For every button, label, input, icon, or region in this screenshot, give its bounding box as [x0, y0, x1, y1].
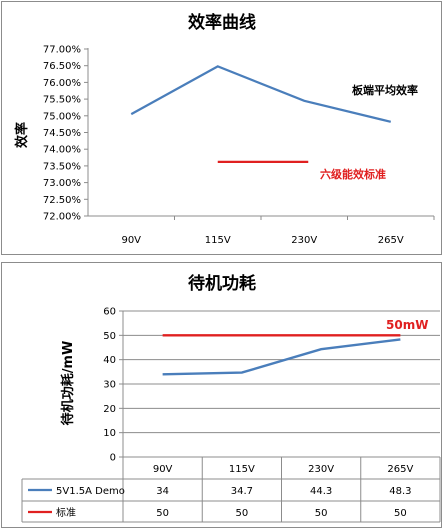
standby-y-tick-label: 20	[103, 404, 116, 415]
efficiency-y-tick-label: 73.00%	[43, 178, 81, 189]
standby-y-tick-label: 30	[103, 380, 116, 391]
standby-x-tick-label: 115V	[229, 464, 255, 475]
standby-power-chart: 待机功耗 待机功耗/mW 60 50 40 30 20 10 0 50mW 90V 115V 2…	[21, 273, 441, 523]
efficiency-series-line	[130, 65, 392, 123]
efficiency-y-tick-label: 72.00%	[43, 212, 81, 223]
table-value-cell: 50	[315, 508, 328, 519]
standby-y-axis-label: 待机功耗/mW	[60, 341, 76, 427]
efficiency-y-axis-label: 效率	[14, 122, 30, 148]
table-value-cell: 50	[394, 508, 407, 519]
legend-entry: 标准	[56, 507, 76, 519]
efficiency-y-tick-label: 74.00%	[43, 145, 81, 156]
efficiency-y-tick-label: 72.50%	[43, 195, 81, 206]
efficiency-y-tick-label: 76.50%	[43, 61, 81, 72]
table-value-cell: 44.3	[310, 486, 332, 497]
standby-y-tick-label: 50	[103, 331, 116, 342]
efficiency-x-tick-label: 230V	[291, 235, 317, 246]
efficiency-x-tick-label: 115V	[205, 235, 231, 246]
efficiency-y-tick-label: 77.00%	[43, 45, 81, 56]
average-efficiency-annotation: 板端平均效率	[352, 83, 418, 97]
efficiency-y-tick-label: 76.00%	[43, 78, 81, 89]
standby-power-chart-panel: 待机功耗 待机功耗/mW 60 50 40 30 20 10 0 50mW 90V 115V 2…	[1, 262, 442, 528]
table-value-cell: 34.7	[231, 486, 253, 497]
table-value-cell: 50	[156, 508, 169, 519]
efficiency-y-tick-label: 74.50%	[43, 128, 81, 139]
standby-y-tick-label: 10	[103, 428, 116, 439]
standby-y-tick-label: 40	[103, 355, 116, 366]
standby-chart-title: 待机功耗	[188, 273, 256, 294]
efficiency-chart-title: 效率曲线	[188, 12, 256, 33]
standby-x-tick-label: 265V	[387, 464, 413, 475]
legend-entry: 5V1.5A Demo	[56, 486, 125, 497]
standby-x-tick-label: 90V	[153, 464, 173, 475]
standby-y-tick-label: 0	[110, 453, 116, 464]
table-value-cell: 50	[236, 508, 249, 519]
efficiency-y-tick-label: 75.50%	[43, 95, 81, 106]
efficiency-y-tick-label: 73.50%	[43, 161, 81, 172]
efficiency-y-tick-label: 75.00%	[43, 111, 81, 122]
standby-series-line	[162, 338, 401, 376]
standby-limit-annotation: 50mW	[386, 318, 428, 332]
efficiency-x-tick-label: 265V	[378, 235, 404, 246]
efficiency-chart: 效率曲线 效率 77.00% 76.50% 76.00% 75.50% 75.00% 74…	[14, 12, 435, 246]
table-value-cell: 34	[156, 486, 169, 497]
reference-standard-label: 六级能效标准	[320, 167, 386, 181]
table-value-cell: 48.3	[389, 486, 411, 497]
efficiency-x-tick-label: 90V	[121, 235, 141, 246]
standby-x-tick-label: 230V	[308, 464, 334, 475]
efficiency-chart-panel: 效率曲线 效率 77.00% 76.50% 76.00% 75.50% 75.00% 74…	[1, 1, 442, 255]
standby-y-tick-label: 60	[103, 307, 116, 318]
